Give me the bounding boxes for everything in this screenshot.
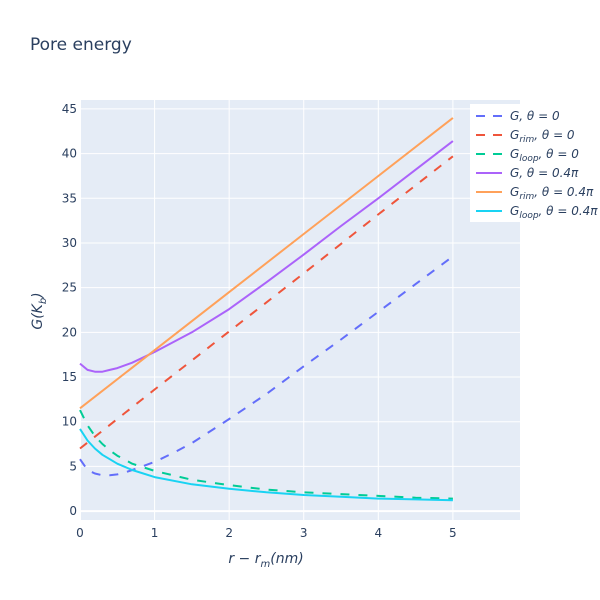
legend-label[interactable]: Gloop, θ = 0.4π — [510, 204, 598, 221]
x-axis-label-main: r − r — [228, 551, 261, 567]
y-tick-label: 25 — [62, 281, 77, 295]
y-tick-label: 5 — [69, 459, 77, 473]
x-tick-label: 5 — [449, 526, 457, 540]
legend-background — [470, 104, 598, 222]
legend: G, θ = 0 Grim, θ = 0 Gloop, θ = 0 G, θ = 0.… — [470, 104, 598, 222]
plot-background — [80, 100, 520, 520]
y-axis-label-main: G(K — [30, 302, 46, 329]
x-axis-label: r − rm(nm) — [228, 551, 303, 570]
series-line-3 — [79, 140, 454, 373]
series-layer — [79, 117, 454, 502]
series-line-2 — [79, 409, 453, 500]
x-tick-label: 3 — [300, 526, 308, 540]
y-tick-label: 40 — [62, 147, 77, 161]
x-tick-label: 0 — [76, 526, 84, 540]
legend-label[interactable]: Grim, θ = 0.4π — [510, 185, 594, 202]
y-axis-label-sub: b — [38, 298, 49, 304]
y-tick-label: 35 — [62, 191, 77, 205]
y-tick-label: 45 — [62, 102, 77, 116]
legend-label[interactable]: Gloop, θ = 0 — [510, 147, 579, 164]
x-tick-label: 2 — [225, 526, 233, 540]
y-tick-label: 15 — [62, 370, 77, 384]
y-gridlines — [80, 108, 520, 513]
y-axis-label: G(Kb) — [30, 292, 49, 329]
x-tick-label: 1 — [151, 526, 159, 540]
y-tick-labels: 0 5 10 15 20 25 30 35 40 45 — [62, 102, 77, 518]
x-axis-label-sub: m — [260, 559, 270, 570]
series-line-4 — [79, 117, 454, 410]
y-axis-label-tail: ) — [30, 292, 46, 298]
series-line-1 — [79, 155, 454, 450]
y-tick-label: 20 — [62, 325, 77, 339]
x-tick-label: 4 — [374, 526, 382, 540]
y-tick-label: 10 — [62, 415, 77, 429]
series-line-5 — [79, 428, 453, 502]
series-line-0 — [79, 255, 454, 477]
x-gridlines — [79, 100, 454, 520]
x-axis-label-tail: (nm) — [270, 551, 303, 567]
y-tick-label: 0 — [69, 504, 77, 518]
x-tick-labels: 0 1 2 3 4 5 — [76, 526, 457, 540]
y-tick-label: 30 — [62, 236, 77, 250]
legend-label[interactable]: G, θ = 0.4π — [510, 166, 579, 180]
legend-label[interactable]: Grim, θ = 0 — [510, 128, 575, 145]
legend-label[interactable]: G, θ = 0 — [510, 109, 560, 123]
chart-title: Pore energy — [30, 35, 132, 55]
